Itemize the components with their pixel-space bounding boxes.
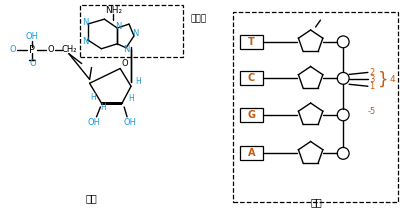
Bar xyxy=(233,12,399,202)
Text: N: N xyxy=(82,18,89,27)
Text: O: O xyxy=(29,59,36,68)
Text: 2: 2 xyxy=(369,68,374,77)
Text: N: N xyxy=(132,30,138,38)
Text: A: A xyxy=(248,148,255,158)
FancyBboxPatch shape xyxy=(240,35,263,49)
FancyBboxPatch shape xyxy=(240,146,263,160)
Text: 腺嘌呤: 腺嘌呤 xyxy=(190,15,206,24)
Text: H: H xyxy=(101,103,106,112)
Circle shape xyxy=(337,72,349,84)
FancyBboxPatch shape xyxy=(240,108,263,122)
Text: N: N xyxy=(123,45,129,54)
Text: 1: 1 xyxy=(369,82,374,91)
Circle shape xyxy=(337,147,349,159)
Text: N: N xyxy=(115,22,121,31)
Text: 4: 4 xyxy=(390,75,395,84)
Text: O: O xyxy=(48,45,54,54)
Text: 图一: 图一 xyxy=(86,193,97,203)
Text: T: T xyxy=(248,37,255,47)
Bar xyxy=(80,5,183,57)
Text: }: } xyxy=(378,70,389,88)
Text: H: H xyxy=(135,77,141,86)
Text: G: G xyxy=(248,110,255,120)
Text: CH₂: CH₂ xyxy=(61,45,77,54)
Polygon shape xyxy=(102,101,122,104)
FancyBboxPatch shape xyxy=(240,72,263,85)
Text: N: N xyxy=(82,37,89,46)
Text: H: H xyxy=(91,93,97,102)
Text: -5: -5 xyxy=(368,107,376,116)
Text: C: C xyxy=(248,73,255,83)
Circle shape xyxy=(337,109,349,121)
Text: NH₂: NH₂ xyxy=(105,6,122,15)
Text: O: O xyxy=(122,59,129,68)
Text: 3: 3 xyxy=(369,75,374,84)
Circle shape xyxy=(337,36,349,48)
Text: P: P xyxy=(30,45,35,55)
Text: OH: OH xyxy=(26,32,39,41)
Text: H: H xyxy=(128,94,134,103)
Text: 图二: 图二 xyxy=(311,197,322,207)
Text: OH: OH xyxy=(124,118,136,127)
Text: OH: OH xyxy=(87,118,100,127)
Text: O: O xyxy=(9,45,16,54)
